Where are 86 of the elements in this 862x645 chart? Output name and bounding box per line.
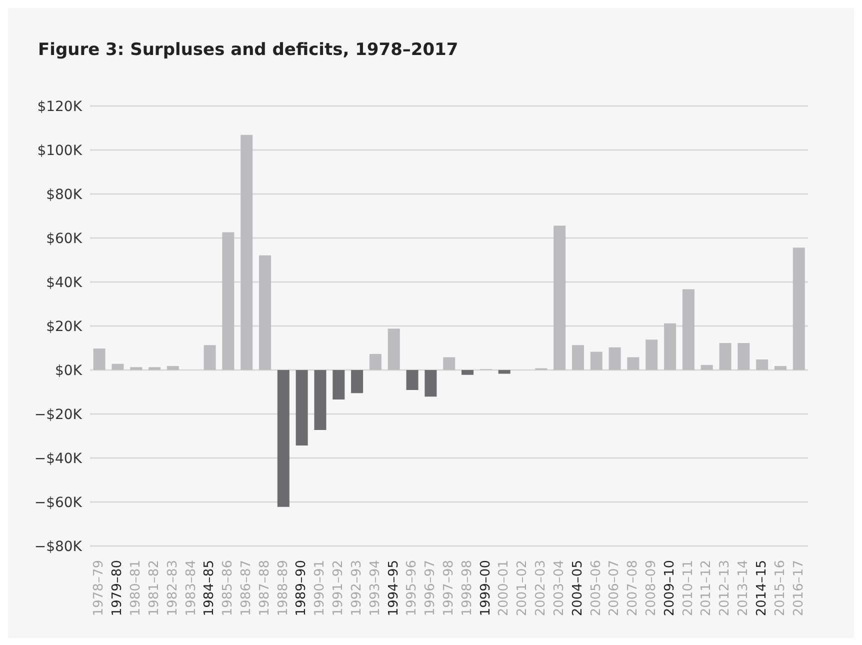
x-tick-label: 1985–86 <box>220 560 236 616</box>
chart-title: Figure 3: Surpluses and deficits, 1978–2017 <box>38 40 458 60</box>
x-tick-label: 1987–88 <box>257 560 272 616</box>
x-tick-label: 1996–97 <box>423 560 438 616</box>
bar <box>462 370 474 375</box>
x-tick-label: 1999–00 <box>478 560 494 616</box>
x-tick-label: 2008–09 <box>644 560 660 616</box>
x-tick-label: 2014–15 <box>754 560 770 616</box>
y-tick-label: $40K <box>46 274 83 291</box>
bar <box>130 367 142 370</box>
bar <box>719 342 732 370</box>
bar <box>332 370 345 400</box>
x-tick-label: 2002–03 <box>534 560 549 616</box>
x-tick-label: 1992–93 <box>349 560 364 616</box>
x-tick-label: 2015–16 <box>772 560 788 616</box>
y-tick-label: $60K <box>46 230 83 247</box>
bar <box>204 345 216 370</box>
y-tick-label: $120K <box>37 98 83 115</box>
bar <box>774 366 786 370</box>
x-tick-label: 1998–98 <box>460 560 475 616</box>
x-tick-label: 1984–85 <box>202 560 218 616</box>
bar <box>259 255 272 370</box>
bar <box>646 340 658 370</box>
x-tick-label: 1997–98 <box>442 560 456 616</box>
bar <box>608 347 621 370</box>
x-tick-label: 1986–87 <box>238 560 254 616</box>
bar <box>627 357 640 370</box>
bar <box>498 370 510 374</box>
x-tick-label: 2011–12 <box>699 560 714 616</box>
bar <box>166 366 179 370</box>
x-tick-label: 2013–14 <box>736 560 752 616</box>
bar <box>682 289 694 370</box>
y-tick-label: −$20K <box>34 406 83 423</box>
bar <box>406 370 418 390</box>
bar <box>296 370 308 446</box>
y-tick-label: −$60K <box>34 494 83 511</box>
x-tick-label: 2016–17 <box>791 560 806 616</box>
x-tick-label: 1995–96 <box>404 560 420 616</box>
x-tick-label: 1978–79 <box>92 560 107 616</box>
bar <box>93 348 106 370</box>
x-tick-label: 2001–02 <box>515 560 530 616</box>
x-tick-label: 2004–05 <box>570 560 586 616</box>
bar <box>388 328 400 370</box>
y-tick-label: $0K <box>55 362 83 379</box>
x-tick-label: 1979–80 <box>110 560 126 616</box>
x-tick-label: 1991–92 <box>331 560 346 616</box>
bar <box>443 357 456 370</box>
x-tick-label: 1982–83 <box>165 560 180 616</box>
x-tick-label: 1994–95 <box>386 560 402 616</box>
bar <box>590 352 602 370</box>
x-tick-label: 2000–01 <box>496 560 512 616</box>
bar <box>222 232 234 370</box>
x-tick-label: 2006–07 <box>607 560 622 616</box>
bar <box>738 342 750 370</box>
x-tick-label: 2005–06 <box>588 560 604 616</box>
bar <box>792 248 805 370</box>
bar <box>369 354 382 370</box>
x-tick-label: 2009–10 <box>662 560 678 616</box>
bar <box>664 323 676 370</box>
x-tick-label: 1983–84 <box>184 560 199 616</box>
bar <box>700 364 713 370</box>
y-tick-label: −$40K <box>34 450 83 467</box>
x-tick-label: 1988–89 <box>276 560 291 616</box>
x-tick-label: 1981–82 <box>146 560 162 616</box>
bar <box>424 370 437 397</box>
bar <box>240 134 253 370</box>
y-tick-label: −$80K <box>34 538 83 555</box>
x-tick-label: 1990–91 <box>312 560 328 616</box>
bar <box>572 345 584 370</box>
bar <box>314 370 326 430</box>
y-tick-label: $80K <box>46 186 83 203</box>
x-tick-label: 1993–94 <box>368 560 383 616</box>
x-tick-label: 2007–08 <box>626 560 641 616</box>
y-tick-label: $20K <box>46 318 83 335</box>
bar <box>554 226 566 370</box>
x-tick-label: 2003–04 <box>552 560 567 616</box>
x-tick-label: 2010–11 <box>680 560 696 616</box>
x-tick-label: 2012–13 <box>718 560 733 616</box>
bar <box>756 359 768 370</box>
bar <box>351 370 364 394</box>
y-tick-label: $100K <box>37 142 83 159</box>
x-tick-label: 1980–81 <box>128 560 144 616</box>
bar <box>112 364 124 370</box>
bar <box>277 370 290 507</box>
x-tick-label: 1989–90 <box>294 560 310 616</box>
bar <box>148 367 161 370</box>
